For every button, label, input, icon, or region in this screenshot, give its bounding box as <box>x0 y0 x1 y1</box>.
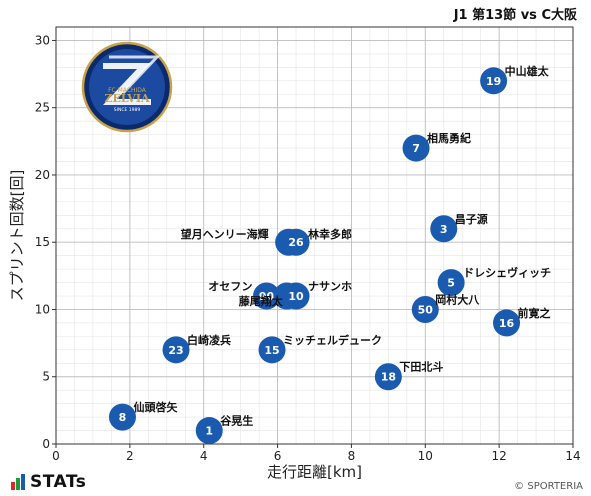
player-point: 10 ナサンホ <box>282 280 352 310</box>
player-point: 26 林幸多郎 <box>282 227 352 256</box>
player-marker <box>282 228 310 256</box>
plot-frame <box>55 26 574 445</box>
player-number: 8 <box>119 411 127 424</box>
player-point: 1 谷晃生 <box>195 414 253 445</box>
player-name: 相馬勇紀 <box>427 131 471 145</box>
y-axis-ticks: 0 5 10 15 20 25 30 <box>35 33 56 451</box>
player-marker <box>108 403 136 431</box>
player-marker <box>162 336 190 364</box>
player-marker <box>411 295 439 323</box>
club-logo: FC MACHIDA ZELVIA SINCE 1989 <box>81 41 173 133</box>
player-point: 8 仙頭啓矢 <box>108 400 178 431</box>
player-name: 昌子源 <box>455 212 488 226</box>
player-name: ドレシェヴィッチ <box>463 266 551 280</box>
player-number: 10 <box>288 290 304 303</box>
player-marker <box>480 67 508 95</box>
y-tick-label: 15 <box>35 235 50 249</box>
logo-text-top: FC MACHIDA <box>108 87 147 94</box>
player-number: 7 <box>412 142 420 155</box>
x-tick-label: 10 <box>418 449 433 463</box>
x-tick-label: 14 <box>565 449 580 463</box>
y-tick-label: 25 <box>35 101 50 115</box>
player-name: ミッチェルデューク <box>283 333 382 347</box>
stats-bar-icon <box>11 474 25 490</box>
player-point: 90 オセフン <box>208 280 280 310</box>
logo-text-bottom: SINCE 1989 <box>114 107 141 113</box>
logo-z-shadow <box>109 55 161 95</box>
player-number: 16 <box>499 317 515 330</box>
player-name: 前寛之 <box>518 306 551 320</box>
player-marker <box>493 309 521 337</box>
brand-footer: STATs <box>10 472 86 492</box>
player-name: 藤尾翔太 <box>239 294 284 308</box>
player-point: 19 中山雄太 <box>480 64 550 95</box>
player-number: 23 <box>168 344 183 357</box>
brand-name: STATs <box>30 472 87 492</box>
x-tick-label: 0 <box>52 449 60 463</box>
player-name: 谷晃生 <box>220 414 253 428</box>
y-tick-label: 20 <box>35 168 50 182</box>
player-number: 19 <box>486 75 501 88</box>
player-number: 1 <box>205 425 213 438</box>
x-axis-ticks: 0 2 4 6 8 10 12 14 <box>52 444 581 463</box>
player-marker <box>374 363 402 391</box>
player-number: 3 <box>440 223 448 236</box>
y-tick-label: 30 <box>35 33 50 47</box>
x-axis-label: 走行距離[km] <box>267 463 362 481</box>
player-marker <box>252 282 280 310</box>
player-name: 仙頭啓矢 <box>133 400 178 414</box>
player-point: 7 相馬勇紀 <box>402 131 471 162</box>
y-tick-label: 5 <box>42 370 50 384</box>
player-marker <box>437 269 465 297</box>
x-tick-label: 6 <box>274 449 282 463</box>
player-point: 3 昌子源 <box>430 212 488 243</box>
y-axis-label: スプリント回数[回] <box>8 170 26 302</box>
x-tick-label: 2 <box>126 449 134 463</box>
player-point: 5 ドレシェヴィッチ <box>437 266 551 297</box>
y-tick-label: 0 <box>42 437 50 451</box>
player-name: 白崎凌兵 <box>187 333 231 347</box>
player-number: 5 <box>447 277 455 290</box>
player-marker <box>282 282 310 310</box>
player-number: 26 <box>288 236 304 249</box>
player-marker <box>430 215 458 243</box>
player-name: 中山雄太 <box>505 64 550 78</box>
chart-title: J1 第13節 vs C大阪 <box>453 8 577 23</box>
player-number: 50 <box>418 303 434 316</box>
player-name: ナサンホ <box>308 280 352 293</box>
player-name: 岡村大八 <box>435 292 480 306</box>
player-point: 15 ミッチェルデューク <box>258 333 382 364</box>
x-tick-label: 8 <box>348 449 356 463</box>
player-name: 下田北斗 <box>399 360 443 374</box>
scatter-points: 19中山雄太7相馬勇紀3昌子源6望月ヘンリー海輝26林幸多郎5ドレシェヴィッチ9… <box>108 64 551 445</box>
credit-text: © SPORTERIA <box>514 481 583 492</box>
player-marker <box>195 417 223 445</box>
y-tick-label: 10 <box>35 302 50 316</box>
player-marker <box>402 134 430 162</box>
x-tick-label: 12 <box>492 449 507 463</box>
player-name: オセフン <box>208 280 252 293</box>
x-tick-label: 4 <box>200 449 208 463</box>
logo-text-main: ZELVIA <box>104 92 150 105</box>
player-point: 23 白崎凌兵 <box>162 333 231 364</box>
player-name: 望月ヘンリー海輝 <box>181 227 269 241</box>
player-number: 18 <box>381 371 396 384</box>
player-name: 林幸多郎 <box>308 227 352 241</box>
player-number: 15 <box>264 344 279 357</box>
player-number: 90 <box>259 290 275 303</box>
logo-z-mark <box>103 63 151 105</box>
player-marker <box>258 336 286 364</box>
